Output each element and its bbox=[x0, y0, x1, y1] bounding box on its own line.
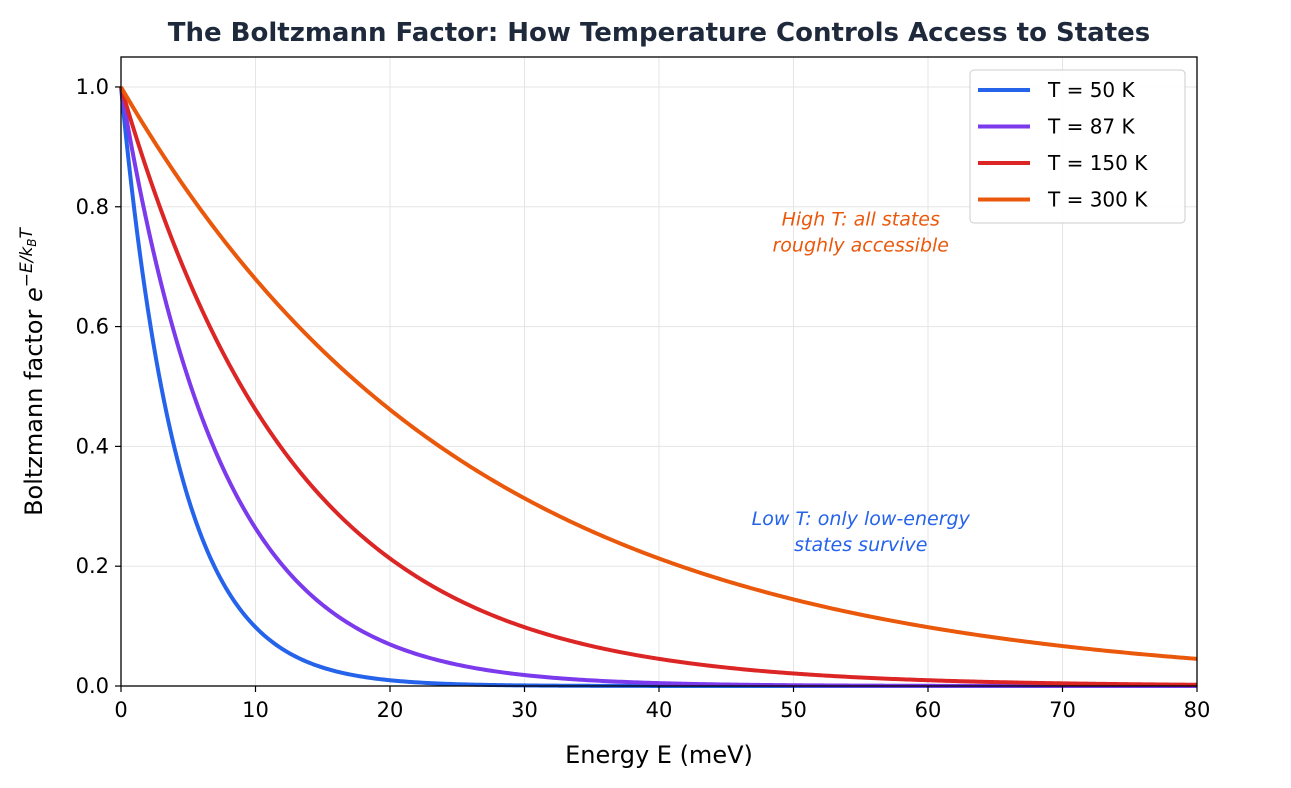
y-tick-label: 0.6 bbox=[76, 315, 109, 339]
x-tick-label: 70 bbox=[1049, 698, 1076, 722]
chart-title: The Boltzmann Factor: How Temperature Co… bbox=[168, 18, 1150, 48]
legend-label: T = 300 K bbox=[1047, 188, 1148, 212]
y-tick-label: 0.2 bbox=[76, 554, 109, 578]
legend: T = 50 K T = 87 K T = 150 K T = 300 K bbox=[969, 69, 1186, 224]
x-tick-label: 30 bbox=[511, 698, 538, 722]
x-tick-label: 80 bbox=[1184, 698, 1211, 722]
annotation: High T: all states roughly accessible bbox=[773, 209, 949, 257]
x-tick-label: 0 bbox=[114, 698, 127, 722]
x-tick-label: 10 bbox=[242, 698, 269, 722]
x-tick-label: 20 bbox=[377, 698, 404, 722]
x-axis-label: Energy E (meV) bbox=[565, 741, 753, 769]
y-tick-label: 1.0 bbox=[76, 75, 109, 99]
series-line-T150 bbox=[119, 86, 1198, 687]
y-axis-label: Boltzmann factor e−E/kBT bbox=[17, 226, 48, 515]
x-tick-label: 50 bbox=[780, 698, 807, 722]
y-tick-label: 0.8 bbox=[76, 195, 109, 219]
legend-label: T = 50 K bbox=[1047, 78, 1135, 102]
series-line-T300 bbox=[119, 85, 1198, 661]
x-tick-label: 60 bbox=[915, 698, 942, 722]
legend-label: T = 87 K bbox=[1047, 115, 1135, 139]
legend-label: T = 150 K bbox=[1047, 151, 1148, 175]
y-tick-label: 0.0 bbox=[76, 674, 109, 698]
y-tick-label: 0.4 bbox=[76, 434, 109, 458]
annotation: Low T: only low-energy states survive bbox=[752, 508, 971, 556]
x-tick-label: 40 bbox=[646, 698, 673, 722]
